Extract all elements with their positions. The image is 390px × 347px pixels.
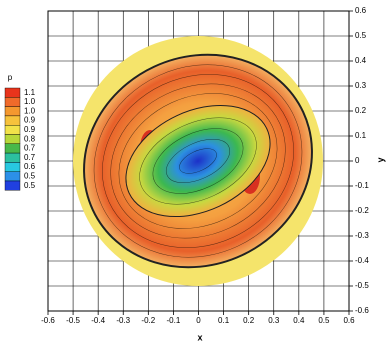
y-tick-label: 0.6	[355, 6, 367, 15]
x-tick-label: 0.2	[243, 316, 255, 325]
colorbar-label: 0.9	[24, 125, 36, 134]
y-axis-label: y	[375, 157, 385, 162]
y-tick-label: 0.4	[355, 56, 367, 65]
colorbar-label: 1.0	[24, 97, 36, 106]
colorbar-label: 0.5	[24, 171, 36, 180]
x-tick-label: 0.4	[293, 316, 305, 325]
x-tick-label: -0.4	[91, 316, 105, 325]
x-tick-label: -0.6	[41, 316, 55, 325]
x-tick-label: 0.6	[343, 316, 355, 325]
x-axis-label: x	[197, 332, 202, 342]
y-tick-label: 0.3	[355, 81, 367, 90]
x-tick-label: 0.5	[318, 316, 330, 325]
y-tick-label: 0.5	[355, 31, 367, 40]
colorbar-swatch	[4, 171, 21, 182]
colorbar-swatch	[4, 143, 21, 154]
colorbar-swatch	[4, 97, 21, 107]
y-tick-label: 0.1	[355, 131, 367, 140]
y-tick-label: -0.4	[355, 256, 369, 265]
colorbar-label: 0.6	[24, 162, 36, 171]
colorbar-label: 1.1	[24, 88, 36, 97]
colorbar-label: 0.9	[24, 116, 36, 125]
colorbar-swatch	[4, 115, 21, 126]
colorbar-swatch	[4, 106, 21, 117]
contour-field	[73, 36, 323, 286]
colorbar-label: 0.5	[24, 181, 36, 190]
y-tick-label: 0	[355, 156, 360, 165]
x-tick-label: 0.1	[218, 316, 230, 325]
colorbar-label: 0.7	[24, 153, 36, 162]
colorbar-title: p	[8, 73, 13, 82]
y-tick-label: 0.2	[355, 106, 367, 115]
colorbar-swatch	[4, 180, 21, 191]
y-tick-label: -0.2	[355, 206, 369, 215]
x-tick-label: -0.5	[66, 316, 80, 325]
colorbar-swatch	[4, 152, 21, 163]
colorbar-swatch	[4, 124, 21, 135]
x-tick-label: -0.3	[116, 316, 130, 325]
colorbar-swatch	[4, 134, 21, 145]
colorbar-label: 0.8	[24, 134, 36, 143]
x-tick-label: -0.2	[141, 316, 155, 325]
x-tick-label: -0.1	[167, 316, 181, 325]
x-tick-label: 0	[196, 316, 201, 325]
colorbar-label: 1.0	[24, 106, 36, 115]
y-tick-label: -0.5	[355, 281, 369, 290]
y-tick-label: -0.6	[355, 306, 369, 315]
colorbar-label: 0.7	[24, 144, 36, 153]
y-tick-label: -0.3	[355, 231, 369, 240]
x-tick-label: 0.3	[268, 316, 280, 325]
colorbar-swatch	[4, 87, 21, 98]
y-tick-label: -0.1	[355, 181, 369, 190]
colorbar-swatch	[4, 162, 21, 172]
